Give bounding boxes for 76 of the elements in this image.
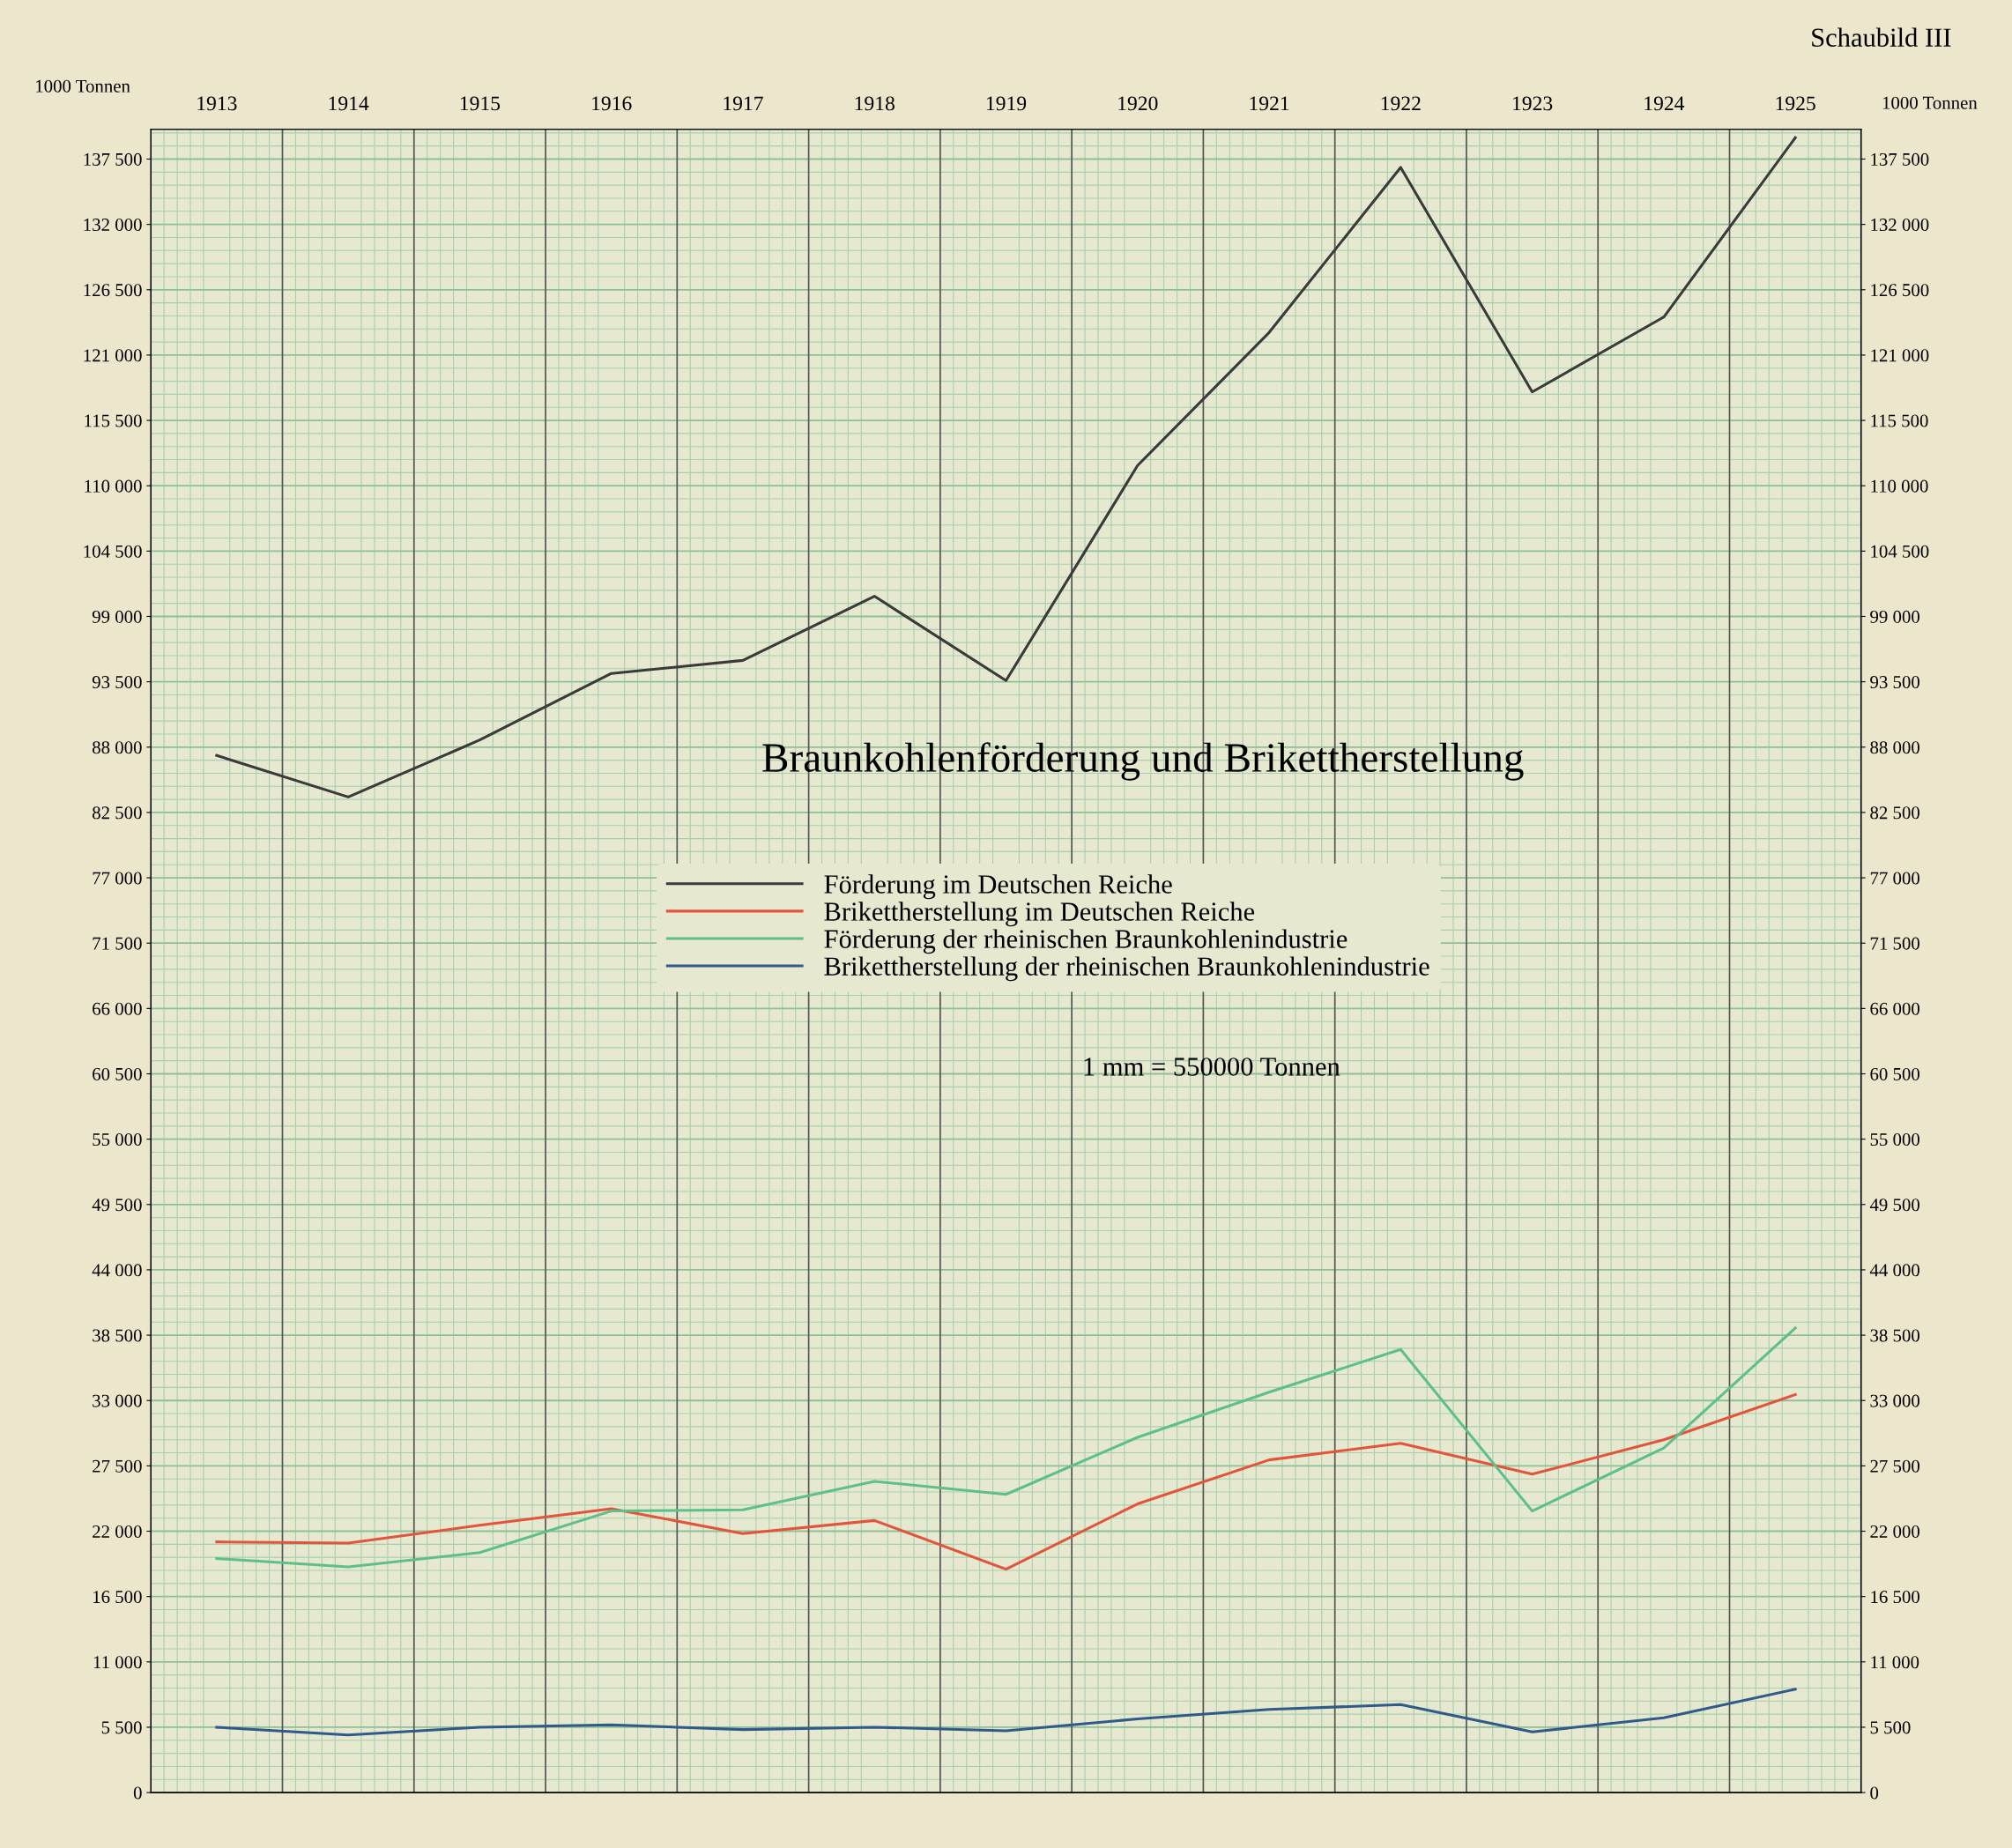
y-tick-label: 11 000 xyxy=(93,1656,142,1669)
y2-tick-label: 126 500 xyxy=(1871,284,1929,297)
x-tick-label: 1918 xyxy=(855,96,895,111)
y-tick-label: 115 500 xyxy=(85,414,142,427)
line-series xyxy=(215,1392,1797,1571)
y2-tick-label: 60 500 xyxy=(1870,1067,1919,1080)
y2-tick-label: 27 500 xyxy=(1870,1459,1919,1473)
y2-tick-label: 99 000 xyxy=(1870,610,1919,623)
y-tick-label: 27 500 xyxy=(93,1459,142,1473)
y2-tick-label: 93 500 xyxy=(1870,676,1919,689)
x-tick-label: 1916 xyxy=(592,96,632,111)
y-tick-label: 16 500 xyxy=(93,1591,142,1604)
text: Schaubild III xyxy=(1812,27,1951,47)
y-tick-label: 66 000 xyxy=(93,1002,142,1015)
y-tick-label: 82 500 xyxy=(93,806,142,820)
x-tick-label: 1920 xyxy=(1118,96,1158,111)
y2-tick-label: 49 500 xyxy=(1869,1199,1919,1212)
y-tick-label: 71 500 xyxy=(93,937,142,950)
y2-tick-label: 22 000 xyxy=(1870,1525,1919,1538)
y-tick-label: 33 000 xyxy=(93,1394,142,1407)
y2-tick-label: 77 000 xyxy=(1870,872,1919,885)
y-tick-label: 38 500 xyxy=(93,1329,142,1342)
y-tick-label: 99 000 xyxy=(92,610,142,623)
y2-tick-label: 132 000 xyxy=(1871,219,1929,232)
x-tick-label: 1915 xyxy=(460,96,501,111)
y-axis-title: 1000 Tonnen xyxy=(36,79,130,93)
x-tick-label: 1921 xyxy=(1250,96,1289,111)
y-tick-label: 93 500 xyxy=(92,676,142,689)
y2-tick-label: 33 000 xyxy=(1870,1394,1919,1407)
y-tick-label: 49 500 xyxy=(92,1199,142,1212)
y2-tick-label: 82 500 xyxy=(1870,806,1919,820)
y2-tick-label: 115 500 xyxy=(1871,414,1928,427)
line-series xyxy=(215,136,1797,798)
y-tick-label: 104 500 xyxy=(84,545,142,558)
y2-tick-label: 104 500 xyxy=(1871,545,1929,558)
legend-label: Förderung im Deutschen Reiche xyxy=(824,874,1172,900)
y2-tick-label: 110 000 xyxy=(1871,479,1928,493)
y2-tick-label: 16 500 xyxy=(1871,1591,1919,1604)
legend-label: Förderung der rheinischen Braunkohlenindustrie xyxy=(824,929,1348,954)
y-tick-label: 137 500 xyxy=(84,152,142,166)
x-tick-label: 1923 xyxy=(1513,96,1553,111)
y-tick-label: 0 xyxy=(133,1786,142,1800)
x-tick-label: 1924 xyxy=(1644,96,1685,111)
y2-tick-label: 11 000 xyxy=(1871,1656,1919,1669)
y2-tick-label: 66 000 xyxy=(1870,1002,1919,1015)
legend-label: Brikettherstellung der rheinischen Braunkohlenindustrie xyxy=(824,956,1429,982)
y-tick-label: 44 000 xyxy=(92,1264,142,1277)
y-tick-label: 22 000 xyxy=(93,1525,142,1538)
x-tick-label: 1917 xyxy=(724,96,763,111)
x-tick-label: 1913 xyxy=(197,96,237,111)
line-series xyxy=(215,1688,1797,1737)
x-tick-label: 1919 xyxy=(986,96,1027,111)
legend-label: Brikettherstellung im Deutschen Reiche xyxy=(824,902,1255,927)
y-tick-label: 121 000 xyxy=(84,349,142,362)
x-tick-label: 1922 xyxy=(1381,96,1421,111)
y-tick-label: 126 500 xyxy=(84,284,142,297)
y2-tick-label: 44 000 xyxy=(1869,1264,1919,1277)
y2-tick-label: 5 500 xyxy=(1870,1721,1911,1734)
x-tick-label: 1914 xyxy=(329,96,369,111)
y2-tick-label: 88 000 xyxy=(1870,741,1919,754)
y2-tick-label: 121 000 xyxy=(1871,349,1929,362)
y2-axis-title: 1000 Tonnen xyxy=(1882,96,1978,109)
y-tick-label: 88 000 xyxy=(93,741,142,754)
y-tick-label: 60 500 xyxy=(93,1067,142,1080)
x-tick-label: 1925 xyxy=(1776,96,1815,111)
y-tick-label: 110 000 xyxy=(85,479,142,493)
y2-tick-label: 55 000 xyxy=(1870,1133,1919,1147)
y-tick-label: 132 000 xyxy=(84,219,142,232)
y2-tick-label: 38 500 xyxy=(1870,1329,1919,1342)
y2-tick-label: 71 500 xyxy=(1870,937,1919,950)
line-series xyxy=(215,1326,1797,1569)
y-tick-label: 55 000 xyxy=(93,1133,142,1147)
y2-tick-label: 0 xyxy=(1870,1786,1879,1800)
y-tick-label: 5 500 xyxy=(101,1721,142,1734)
y2-tick-label: 137 500 xyxy=(1871,152,1929,166)
y-tick-label: 77 000 xyxy=(93,872,142,885)
